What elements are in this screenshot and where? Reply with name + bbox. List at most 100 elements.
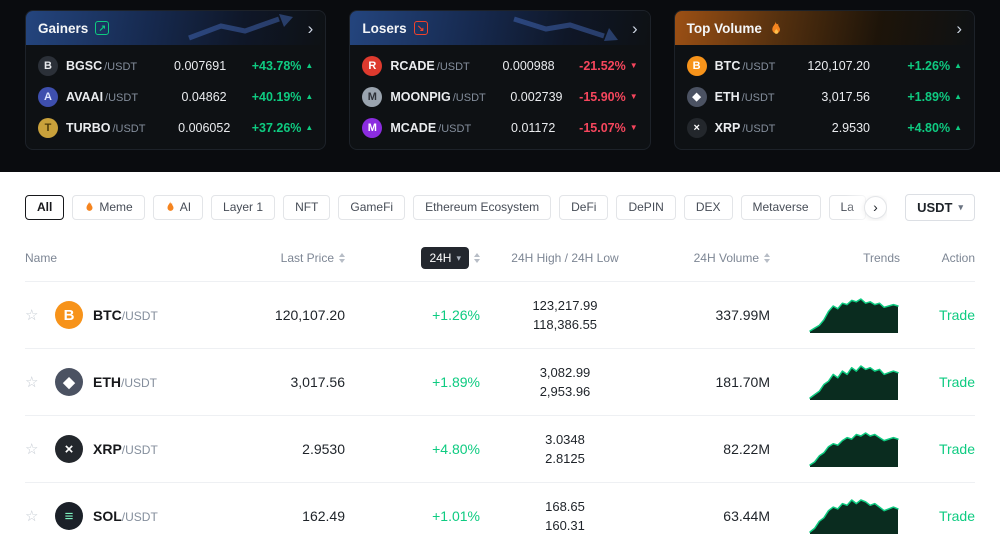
- filter-chip-dex[interactable]: DEX: [683, 194, 733, 220]
- pair-change: -15.07% ▼: [579, 120, 638, 135]
- pair-name-cell[interactable]: × XRP/USDT: [55, 435, 235, 463]
- trend-sparkline: [808, 498, 900, 534]
- filter-chip-nft[interactable]: NFT: [283, 194, 331, 220]
- filter-chip-metaverse[interactable]: Metaverse: [740, 194, 821, 220]
- markets-table: Name Last Price 24H ▾ 24H High / 24H Low…: [0, 235, 1000, 549]
- top-volume-row[interactable]: × XRP/USDT 2.9530 +4.80% ▲: [686, 112, 962, 143]
- losers-card-header[interactable]: Losers ↘ ›: [350, 11, 650, 45]
- pair-change: +40.19% ▲: [251, 89, 314, 104]
- pair-change: -21.52% ▼: [579, 58, 638, 73]
- pair-label: BTC/USDT: [714, 58, 776, 73]
- flame-icon: [772, 20, 780, 34]
- filter-chip-meme[interactable]: Meme: [72, 194, 145, 220]
- low-value: 118,386.55: [532, 317, 598, 332]
- trade-button[interactable]: Trade: [938, 441, 975, 457]
- filter-chip-defi[interactable]: DeFi: [559, 194, 609, 220]
- top-volume-row[interactable]: B BTC/USDT 120,107.20 +1.26% ▲: [686, 50, 962, 81]
- pair-price: 0.007691: [174, 58, 227, 73]
- trade-button[interactable]: Trade: [938, 307, 975, 323]
- up-triangle-icon: ▲: [954, 61, 962, 70]
- table-row[interactable]: ☆ ◆ ETH/USDT 3,017.56 +1.89% 3,082.99 2,…: [25, 348, 975, 415]
- pair-label: BGSC/USDT: [66, 58, 138, 73]
- chevron-right-icon[interactable]: ›: [307, 18, 314, 38]
- favorite-star-icon[interactable]: ☆: [25, 508, 39, 525]
- losers-row[interactable]: M MOONPIG/USDT 0.002739 -15.90% ▼: [362, 81, 638, 112]
- pair-label: AVAAI/USDT: [66, 89, 139, 104]
- gainers-row[interactable]: B BGSC/USDT 0.007691 +43.78% ▲: [38, 50, 313, 81]
- pair-price: 0.000988: [502, 58, 555, 73]
- chevron-right-icon[interactable]: ›: [631, 18, 638, 38]
- low-value: 2.8125: [545, 451, 585, 466]
- chevron-right-icon[interactable]: ›: [956, 18, 962, 38]
- top-volume-title-wrap: Top Volume: [687, 20, 782, 36]
- last-price: 120,107.20: [274, 307, 345, 323]
- table-row[interactable]: ☆ B BTC/USDT 120,107.20 +1.26% 123,217.9…: [25, 281, 975, 348]
- column-header-trends: Trends: [863, 251, 900, 265]
- volume-cell: 337.99M: [715, 307, 770, 323]
- last-price: 162.49: [302, 508, 345, 524]
- chips-scroll-right-button[interactable]: ›: [864, 195, 887, 219]
- low-value: 2,953.96: [539, 384, 591, 399]
- pair-label: BTC/USDT: [93, 307, 158, 323]
- coin-icon: T: [38, 117, 58, 138]
- pair-name-cell[interactable]: ◆ ETH/USDT: [55, 368, 235, 396]
- down-triangle-icon: ▼: [629, 92, 638, 101]
- pair-change: +43.78% ▲: [251, 58, 314, 73]
- high-value: 123,217.99: [532, 298, 598, 313]
- high-value: 3.0348: [545, 432, 585, 447]
- up-triangle-icon: ▲: [305, 123, 314, 132]
- column-header-volume[interactable]: 24H Volume: [650, 251, 770, 265]
- change-period-dropdown[interactable]: 24H ▾: [421, 247, 469, 269]
- gainers-row[interactable]: A AVAAI/USDT 0.04862 +40.19% ▲: [38, 81, 313, 112]
- pair-label: ETH/USDT: [93, 374, 157, 390]
- losers-row[interactable]: M MCADE/USDT 0.01172 -15.07% ▼: [362, 112, 638, 143]
- pair-name-cell[interactable]: ≡ SOL/USDT: [55, 502, 235, 530]
- pair-label: XRP/USDT: [714, 120, 776, 135]
- coin-icon: ◆: [686, 86, 707, 107]
- market-highlights-section: Gainers ↗ › B BGSC/USDT 0.007691 +43.78%…: [0, 0, 1000, 172]
- filter-chip-all[interactable]: All: [25, 194, 65, 220]
- favorite-star-icon[interactable]: ☆: [25, 441, 39, 458]
- gainers-row[interactable]: T TURBO/USDT 0.006052 +37.26% ▲: [38, 112, 313, 143]
- sort-icon[interactable]: [339, 253, 345, 263]
- quote-currency-select[interactable]: USDT ▾: [905, 194, 975, 221]
- up-triangle-icon: ▲: [954, 123, 962, 132]
- favorite-star-icon[interactable]: ☆: [25, 374, 39, 391]
- low-value: 160.31: [545, 518, 585, 533]
- losers-row[interactable]: R RCADE/USDT 0.000988 -21.52% ▼: [362, 50, 638, 81]
- pair-label: MOONPIG/USDT: [390, 89, 486, 104]
- pair-name-cell[interactable]: B BTC/USDT: [55, 301, 235, 329]
- favorite-star-icon[interactable]: ☆: [25, 307, 39, 324]
- decorative-down-arrow-graphic: [512, 16, 618, 41]
- trade-button[interactable]: Trade: [938, 508, 975, 524]
- filter-chip-layer1[interactable]: Layer 1: [211, 194, 276, 220]
- column-header-action: Action: [941, 251, 975, 265]
- pair-change: -15.90% ▼: [579, 89, 638, 104]
- sort-icon[interactable]: [764, 253, 770, 263]
- chips-scroll-area: All Meme AI Layer 1 NFT GameFi Ethereum …: [25, 194, 887, 221]
- pair-label: ETH/USDT: [714, 89, 775, 104]
- trade-button[interactable]: Trade: [938, 374, 975, 390]
- pair-price: 0.04862: [181, 89, 227, 104]
- coin-icon: B: [686, 55, 707, 76]
- pair-price: 120,107.20: [807, 58, 870, 73]
- gainers-card-header[interactable]: Gainers ↗ ›: [26, 11, 326, 45]
- table-row[interactable]: ☆ × XRP/USDT 2.9530 +4.80% 3.0348 2.8125…: [25, 415, 975, 482]
- top-volume-row[interactable]: ◆ ETH/USDT 3,017.56 +1.89% ▲: [686, 81, 962, 112]
- filter-chip-ai[interactable]: AI: [152, 194, 204, 220]
- pair-price: 0.01172: [511, 120, 556, 135]
- coin-icon: B: [55, 301, 83, 329]
- high-value: 168.65: [545, 499, 585, 514]
- filter-chip-depin[interactable]: DePIN: [616, 194, 676, 220]
- filter-chip-ethereum-ecosystem[interactable]: Ethereum Ecosystem: [413, 194, 552, 220]
- column-header-last-price[interactable]: Last Price: [235, 251, 345, 265]
- pair-change: +37.26% ▲: [251, 120, 314, 135]
- table-row[interactable]: ☆ ≡ SOL/USDT 162.49 +1.01% 168.65 160.31…: [25, 482, 975, 549]
- high-low-cell: 123,217.99 118,386.55: [480, 296, 650, 334]
- filter-chip-gamefi[interactable]: GameFi: [338, 194, 406, 220]
- trend-sparkline: [808, 364, 900, 400]
- top-volume-card-header[interactable]: Top Volume ›: [674, 11, 974, 45]
- coin-icon: ◆: [55, 368, 83, 396]
- pair-label: TURBO/USDT: [66, 120, 146, 135]
- sort-icon[interactable]: [474, 253, 480, 263]
